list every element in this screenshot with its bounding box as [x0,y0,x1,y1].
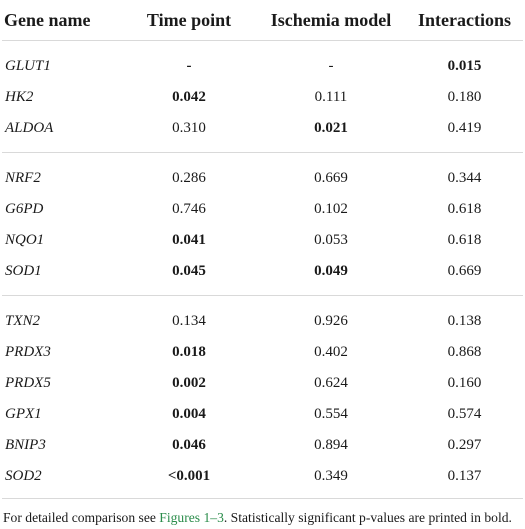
ischemia-model-cell: 0.111 [314,89,348,105]
table-row: G6PD 0.746 0.102 0.618 [2,194,523,225]
time-point-cell: 0.004 [172,406,206,422]
ischemia-model-cell: - [328,58,334,74]
interactions-cell: 0.138 [447,313,482,329]
ischemia-model-cell: 0.349 [256,461,406,499]
time-point-cell: 0.134 [172,313,206,329]
gene-name-cell: SOD1 [2,256,122,296]
time-point-cell: 0.018 [172,344,206,360]
gene-name-cell: TXN2 [5,313,41,329]
interactions-cell: 0.419 [406,113,523,153]
time-point-cell: 0.286 [172,170,206,186]
time-point-cell: 0.042 [172,89,206,105]
interactions-cell: 0.344 [447,170,482,186]
ischemia-model-cell: 0.102 [314,201,348,217]
gene-name-cell: GPX1 [5,406,42,422]
figures-link[interactable]: Figures 1–3 [159,510,224,525]
interactions-cell: 0.669 [406,256,523,296]
table-row: PRDX5 0.002 0.624 0.160 [2,368,523,399]
results-table: Gene name Time point Ischemia model Inte… [2,0,523,499]
ischemia-model-cell: 0.926 [314,313,348,329]
interactions-cell: 0.180 [447,89,482,105]
gene-name-cell: G6PD [5,201,44,217]
table-footnote: For detailed comparison see Figures 1–3.… [3,507,521,529]
ischemia-model-cell: 0.894 [314,437,348,453]
table-body: GLUT1 - - 0.015 HK2 0.042 0.111 0.180 ALDOA 0.310… [2,41,523,499]
table-row: NQO1 0.041 0.053 0.618 [2,225,523,256]
gene-name-cell: PRDX3 [5,344,51,360]
interactions-cell: 0.868 [447,344,482,360]
ischemia-model-cell: 0.554 [314,406,348,422]
footnote-text-after: . Statistically significant p-values are… [223,510,512,525]
interactions-cell: 0.574 [447,406,482,422]
gene-name-cell: GLUT1 [5,58,51,74]
ischemia-model-cell: 0.021 [256,113,406,153]
gene-name-cell: NRF2 [5,170,41,186]
table-row: BNIP3 0.046 0.894 0.297 [2,430,523,461]
interactions-cell: 0.618 [447,201,482,217]
time-point-cell: <0.001 [122,461,256,499]
table-row: SOD1 0.045 0.049 0.669 [2,256,523,296]
table-row: PRDX3 0.018 0.402 0.868 [2,337,523,368]
time-point-cell: 0.002 [172,375,206,391]
ischemia-model-cell: 0.402 [314,344,348,360]
time-point-cell: 0.310 [122,113,256,153]
gene-name-cell: NQO1 [5,232,45,248]
gene-name-cell: BNIP3 [5,437,46,453]
gene-name-cell: SOD2 [2,461,122,499]
time-point-cell: - [186,58,192,74]
table-row: HK2 0.042 0.111 0.180 [2,82,523,113]
ischemia-model-cell: 0.049 [256,256,406,296]
ischemia-model-cell: 0.053 [314,232,348,248]
time-point-cell: 0.046 [172,437,206,453]
gene-name-cell: ALDOA [2,113,122,153]
interactions-cell: 0.297 [447,437,482,453]
table-header: Gene name Time point Ischemia model Inte… [2,0,523,41]
ischemia-model-cell: 0.624 [314,375,348,391]
table-row: TXN2 0.134 0.926 0.138 [2,296,523,338]
header-interactions: Interactions [406,0,523,41]
table-row: ALDOA 0.310 0.021 0.419 [2,113,523,153]
interactions-cell: 0.137 [406,461,523,499]
gene-name-cell: HK2 [5,89,34,105]
header-gene-name: Gene name [2,0,122,41]
interactions-cell: 0.160 [447,375,482,391]
time-point-cell: 0.746 [172,201,206,217]
header-row: Gene name Time point Ischemia model Inte… [2,0,523,41]
table-row: NRF2 0.286 0.669 0.344 [2,153,523,195]
header-time-point: Time point [122,0,256,41]
table-row: SOD2 <0.001 0.349 0.137 [2,461,523,499]
footnote-text-before: For detailed comparison see [3,510,160,525]
time-point-cell: 0.045 [122,256,256,296]
interactions-cell: 0.015 [447,58,482,74]
time-point-cell: 0.041 [172,232,206,248]
table-row: GPX1 0.004 0.554 0.574 [2,399,523,430]
table-row: GLUT1 - - 0.015 [2,41,523,83]
gene-name-cell: PRDX5 [5,375,51,391]
interactions-cell: 0.618 [447,232,482,248]
header-ischemia-model: Ischemia model [256,0,406,41]
ischemia-model-cell: 0.669 [314,170,348,186]
